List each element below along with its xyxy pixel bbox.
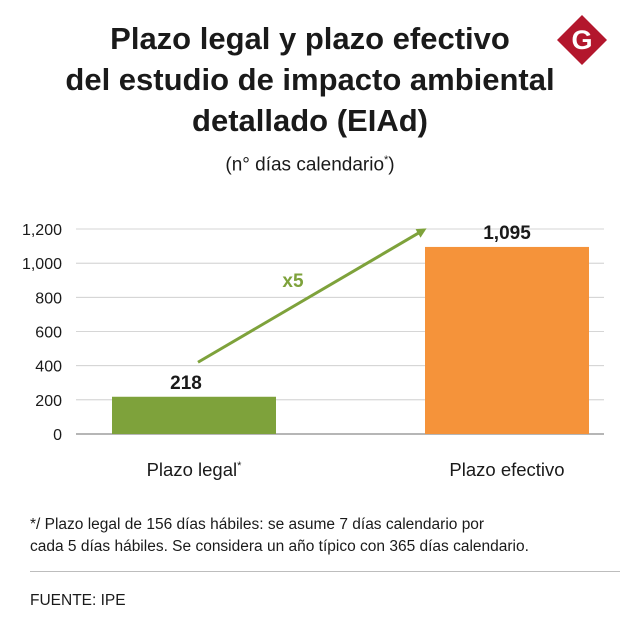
- arrow-annotation: x5: [282, 271, 304, 292]
- data-label: 1,095: [483, 223, 531, 244]
- x-category-label: Plazo legal*: [147, 459, 243, 480]
- x-category-label: Plazo efectivo: [449, 459, 564, 480]
- chart-title: Plazo legal y plazo efectivo del estudio…: [20, 18, 600, 141]
- y-tick-label: 200: [35, 393, 62, 410]
- bar: [112, 396, 276, 434]
- subtitle-close: ): [388, 154, 395, 176]
- source-label: FUENTE: IPE: [30, 592, 126, 609]
- subtitle-text: (n° días calendario: [225, 154, 385, 176]
- title-line: del estudio de impacto ambiental: [65, 62, 555, 97]
- y-tick-label: 1,000: [22, 256, 62, 273]
- subtitle-mark: *: [384, 154, 389, 166]
- y-tick-label: 600: [35, 325, 62, 342]
- gestion-logo-icon: G: [557, 15, 607, 65]
- y-tick-label: 400: [35, 359, 62, 376]
- footnote: */ Plazo legal de 156 días hábiles: se a…: [30, 514, 600, 558]
- growth-arrow: [197, 228, 427, 364]
- title-line: detallado (EIAd): [192, 103, 428, 138]
- y-tick-label: 0: [53, 427, 62, 444]
- data-label: 218: [170, 373, 202, 394]
- footnote-line: cada 5 días hábiles. Se considera un año…: [30, 538, 529, 555]
- chart-subtitle: (n° días calendario*): [0, 154, 620, 176]
- bar-chart: 0 200 400 600 800 1,000 1,200 218 Plazo legal* 1,…: [22, 222, 604, 480]
- y-tick-label: 800: [35, 290, 62, 307]
- footnote-line: */ Plazo legal de 156 días hábiles: se a…: [30, 516, 485, 533]
- y-tick-label: 1,200: [22, 222, 62, 239]
- title-line: Plazo legal y plazo efectivo: [110, 21, 510, 56]
- logo-letter: G: [571, 25, 592, 55]
- bar: [425, 246, 589, 434]
- divider: [30, 571, 620, 572]
